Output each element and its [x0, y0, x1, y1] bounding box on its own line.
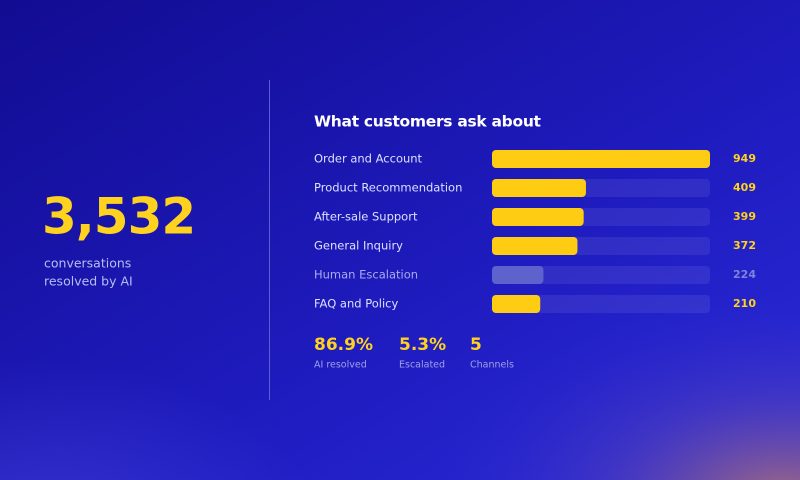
bar — [492, 150, 710, 168]
category-label: Product Recommendation — [314, 181, 462, 195]
category-label: After-sale Support — [314, 210, 418, 224]
category-label: General Inquiry — [314, 239, 403, 253]
stat-value: 86.9% — [314, 335, 373, 355]
stat-label: Channels — [470, 360, 514, 371]
category-label: Human Escalation — [314, 268, 418, 282]
chart-title: What customers ask about — [314, 113, 542, 131]
bar — [492, 237, 578, 255]
headline-value: 3,532 — [42, 188, 195, 246]
stat-value: 5.3% — [399, 335, 446, 355]
stat-label: Escalated — [399, 360, 445, 371]
value-label: 372 — [733, 239, 756, 252]
category-label: FAQ and Policy — [314, 297, 398, 311]
bar-track — [492, 266, 710, 284]
headline-label: conversations — [44, 256, 131, 271]
value-label: 399 — [733, 210, 756, 223]
stat-label: AI resolved — [314, 360, 367, 371]
bar — [492, 266, 544, 284]
headline-label: resolved by AI — [44, 274, 133, 289]
bar — [492, 208, 584, 226]
bar — [492, 295, 541, 313]
bar — [492, 179, 586, 197]
value-label: 409 — [733, 181, 756, 194]
value-label: 949 — [733, 152, 756, 165]
bar-track — [492, 295, 710, 313]
value-label: 224 — [733, 268, 756, 281]
stat-value: 5 — [470, 335, 482, 355]
value-label: 210 — [733, 297, 756, 310]
category-label: Order and Account — [314, 152, 423, 166]
